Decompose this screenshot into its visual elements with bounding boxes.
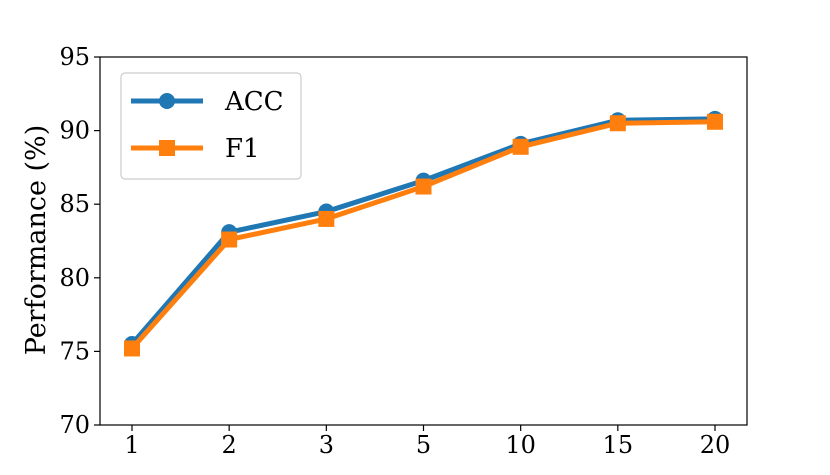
data-point [415, 178, 432, 195]
x-tick-label: 2 [222, 431, 237, 459]
axes: 70 75 80 85 90 95 1 2 3 5 10 15 20 [59, 43, 748, 459]
data-point [512, 138, 529, 155]
y-axis-label: Performance (%) [21, 125, 52, 356]
data-point [707, 113, 723, 130]
x-tick-label: 1 [124, 431, 139, 459]
y-tick-label: 85 [59, 190, 90, 218]
legend-item-acc: ACC [131, 87, 284, 117]
x-tick-label: 3 [319, 431, 334, 459]
legend-marker [159, 140, 175, 156]
y-tick-label: 80 [59, 264, 90, 292]
x-tick-label: 5 [416, 431, 431, 459]
y-tick-label: 70 [59, 411, 90, 439]
legend-label: ACC [224, 87, 284, 117]
legend-marker [159, 93, 175, 109]
x-tick-label: 10 [505, 431, 536, 459]
x-tick-label: 20 [700, 431, 731, 459]
y-tick-label: 90 [59, 117, 90, 145]
data-point [221, 231, 238, 248]
legend-item-f1: F1 [131, 134, 260, 164]
data-point [124, 340, 140, 357]
data-point [609, 115, 626, 132]
series-layer [124, 110, 723, 357]
legend: ACC F1 [120, 72, 302, 180]
x-tick-label: 15 [603, 431, 634, 459]
y-tick-label: 75 [59, 337, 90, 365]
y-tick-label: 95 [59, 43, 90, 71]
series-f1 [124, 113, 723, 357]
legend-label: F1 [225, 134, 260, 164]
data-point [318, 210, 335, 227]
